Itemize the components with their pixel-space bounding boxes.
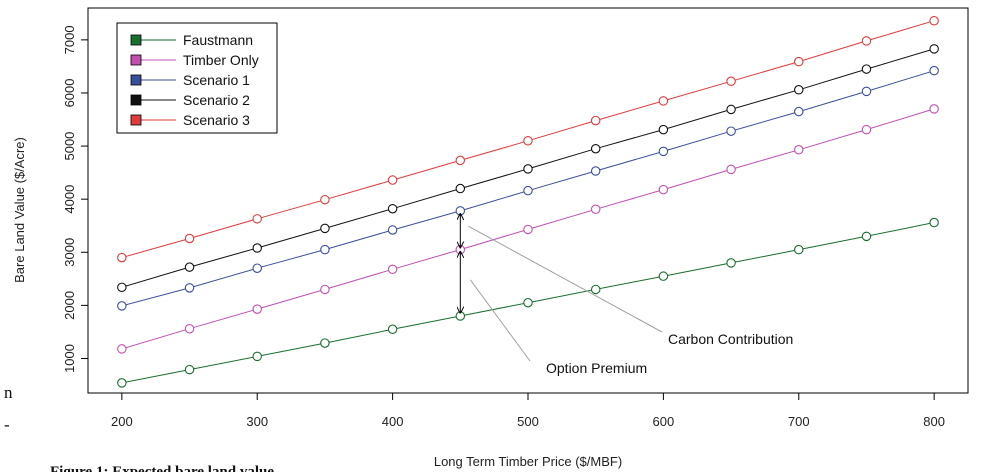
y-tick-label: 2000 <box>62 291 77 320</box>
data-point-scenario-2 <box>861 64 872 74</box>
x-tick-label: 200 <box>111 414 133 429</box>
data-point-timber-only <box>320 284 330 295</box>
legend-swatch-scenario-3 <box>130 114 142 126</box>
data-point-scenario-3 <box>252 214 262 224</box>
data-point-scenario-1 <box>590 166 601 176</box>
data-point-scenario-1 <box>320 244 330 255</box>
legend-label-scenario-1: Scenario 1 <box>183 72 250 88</box>
data-point-scenario-1 <box>252 263 262 273</box>
data-point-faustmann <box>117 378 127 388</box>
data-point-faustmann <box>320 338 330 348</box>
data-point-timber-only <box>658 184 669 195</box>
data-point-faustmann <box>929 217 939 228</box>
data-point-scenario-3 <box>590 115 601 126</box>
data-point-scenario-2 <box>252 243 262 253</box>
data-point-timber-only <box>726 164 736 175</box>
data-point-scenario-2 <box>794 85 804 95</box>
data-point-scenario-1 <box>387 225 398 235</box>
data-point-scenario-2 <box>523 164 533 174</box>
carbon-contribution-leader <box>468 225 663 333</box>
legend-label-faustmann: Faustmann <box>183 32 253 48</box>
x-tick-label: 400 <box>382 414 404 429</box>
y-tick-label: 3000 <box>62 238 77 267</box>
data-point-faustmann <box>590 284 601 295</box>
data-point-faustmann <box>726 258 736 268</box>
data-point-faustmann <box>252 351 262 362</box>
data-point-scenario-1 <box>861 86 872 97</box>
option-premium-leader <box>469 279 531 362</box>
data-point-scenario-1 <box>726 126 736 136</box>
data-point-timber-only <box>590 204 601 215</box>
x-tick-label: 600 <box>653 414 675 429</box>
data-point-scenario-1 <box>794 106 804 117</box>
x-tick-label: 800 <box>923 414 945 429</box>
data-point-scenario-3 <box>726 76 736 87</box>
data-point-scenario-3 <box>455 155 466 166</box>
x-tick-label: 700 <box>788 414 810 429</box>
data-point-timber-only <box>794 145 804 155</box>
y-tick-label: 6000 <box>62 79 77 108</box>
data-point-scenario-1 <box>929 65 939 76</box>
legend-swatch-scenario-1 <box>130 74 142 86</box>
legend-label-scenario-3: Scenario 3 <box>183 112 250 128</box>
data-point-timber-only <box>861 124 872 135</box>
y-tick-label: 5000 <box>62 132 77 161</box>
y-tick-label: 1000 <box>62 344 77 373</box>
data-point-scenario-3 <box>320 194 330 205</box>
data-point-scenario-2 <box>184 262 195 272</box>
data-point-scenario-2 <box>658 124 669 135</box>
data-point-timber-only <box>929 104 939 114</box>
data-point-scenario-2 <box>590 143 601 154</box>
data-point-scenario-3 <box>929 15 939 26</box>
data-point-faustmann <box>861 231 872 242</box>
data-point-scenario-3 <box>184 233 195 244</box>
data-point-scenario-1 <box>658 146 669 157</box>
carbon-contribution-label: Carbon Contribution <box>668 331 793 347</box>
cropped-edge-text-2: - <box>4 415 10 434</box>
data-point-scenario-3 <box>523 136 533 146</box>
data-point-scenario-2 <box>387 203 398 214</box>
data-point-faustmann <box>387 324 398 335</box>
data-point-scenario-3 <box>861 36 872 46</box>
data-point-scenario-2 <box>455 183 466 194</box>
data-point-scenario-1 <box>184 283 195 293</box>
y-tick-label: 7000 <box>62 25 77 54</box>
legend-label-scenario-2: Scenario 2 <box>183 92 250 108</box>
data-point-scenario-1 <box>455 206 466 216</box>
data-point-scenario-2 <box>726 104 736 115</box>
data-point-scenario-3 <box>658 96 669 106</box>
legend-swatch-timber-only <box>130 54 142 66</box>
legend-swatch-faustmann <box>130 34 142 46</box>
option-premium-label: Option Premium <box>546 360 647 376</box>
cropped-edge-text-1: n <box>4 383 13 402</box>
data-point-timber-only <box>184 323 195 334</box>
data-point-timber-only <box>523 224 533 235</box>
data-point-scenario-3 <box>387 175 398 185</box>
data-point-timber-only <box>387 264 398 275</box>
data-point-scenario-3 <box>794 56 804 67</box>
data-point-scenario-1 <box>117 301 127 311</box>
legend-swatch-scenario-2 <box>130 94 142 106</box>
data-point-scenario-2 <box>320 223 330 234</box>
data-point-faustmann <box>794 244 804 255</box>
data-point-faustmann <box>658 271 669 281</box>
x-tick-label: 500 <box>517 414 539 429</box>
y-axis-title: Bare Land Value ($/Acre) <box>12 137 27 283</box>
data-point-scenario-2 <box>117 282 127 293</box>
data-point-faustmann <box>184 364 195 375</box>
x-tick-label: 300 <box>246 414 268 429</box>
data-point-timber-only <box>117 344 127 354</box>
data-point-scenario-2 <box>929 44 939 54</box>
data-point-faustmann <box>455 311 466 321</box>
y-tick-label: 4000 <box>62 185 77 214</box>
data-point-faustmann <box>523 297 533 308</box>
legend-label-timber-only: Timber Only <box>183 52 259 68</box>
data-point-scenario-3 <box>117 252 127 263</box>
data-point-scenario-1 <box>523 185 533 196</box>
data-point-timber-only <box>252 304 262 314</box>
x-axis-title: Long Term Timber Price ($/MBF) <box>434 454 622 469</box>
legend-box <box>116 22 278 134</box>
figure-caption: Figure 1: Expected bare land value <box>50 464 274 472</box>
